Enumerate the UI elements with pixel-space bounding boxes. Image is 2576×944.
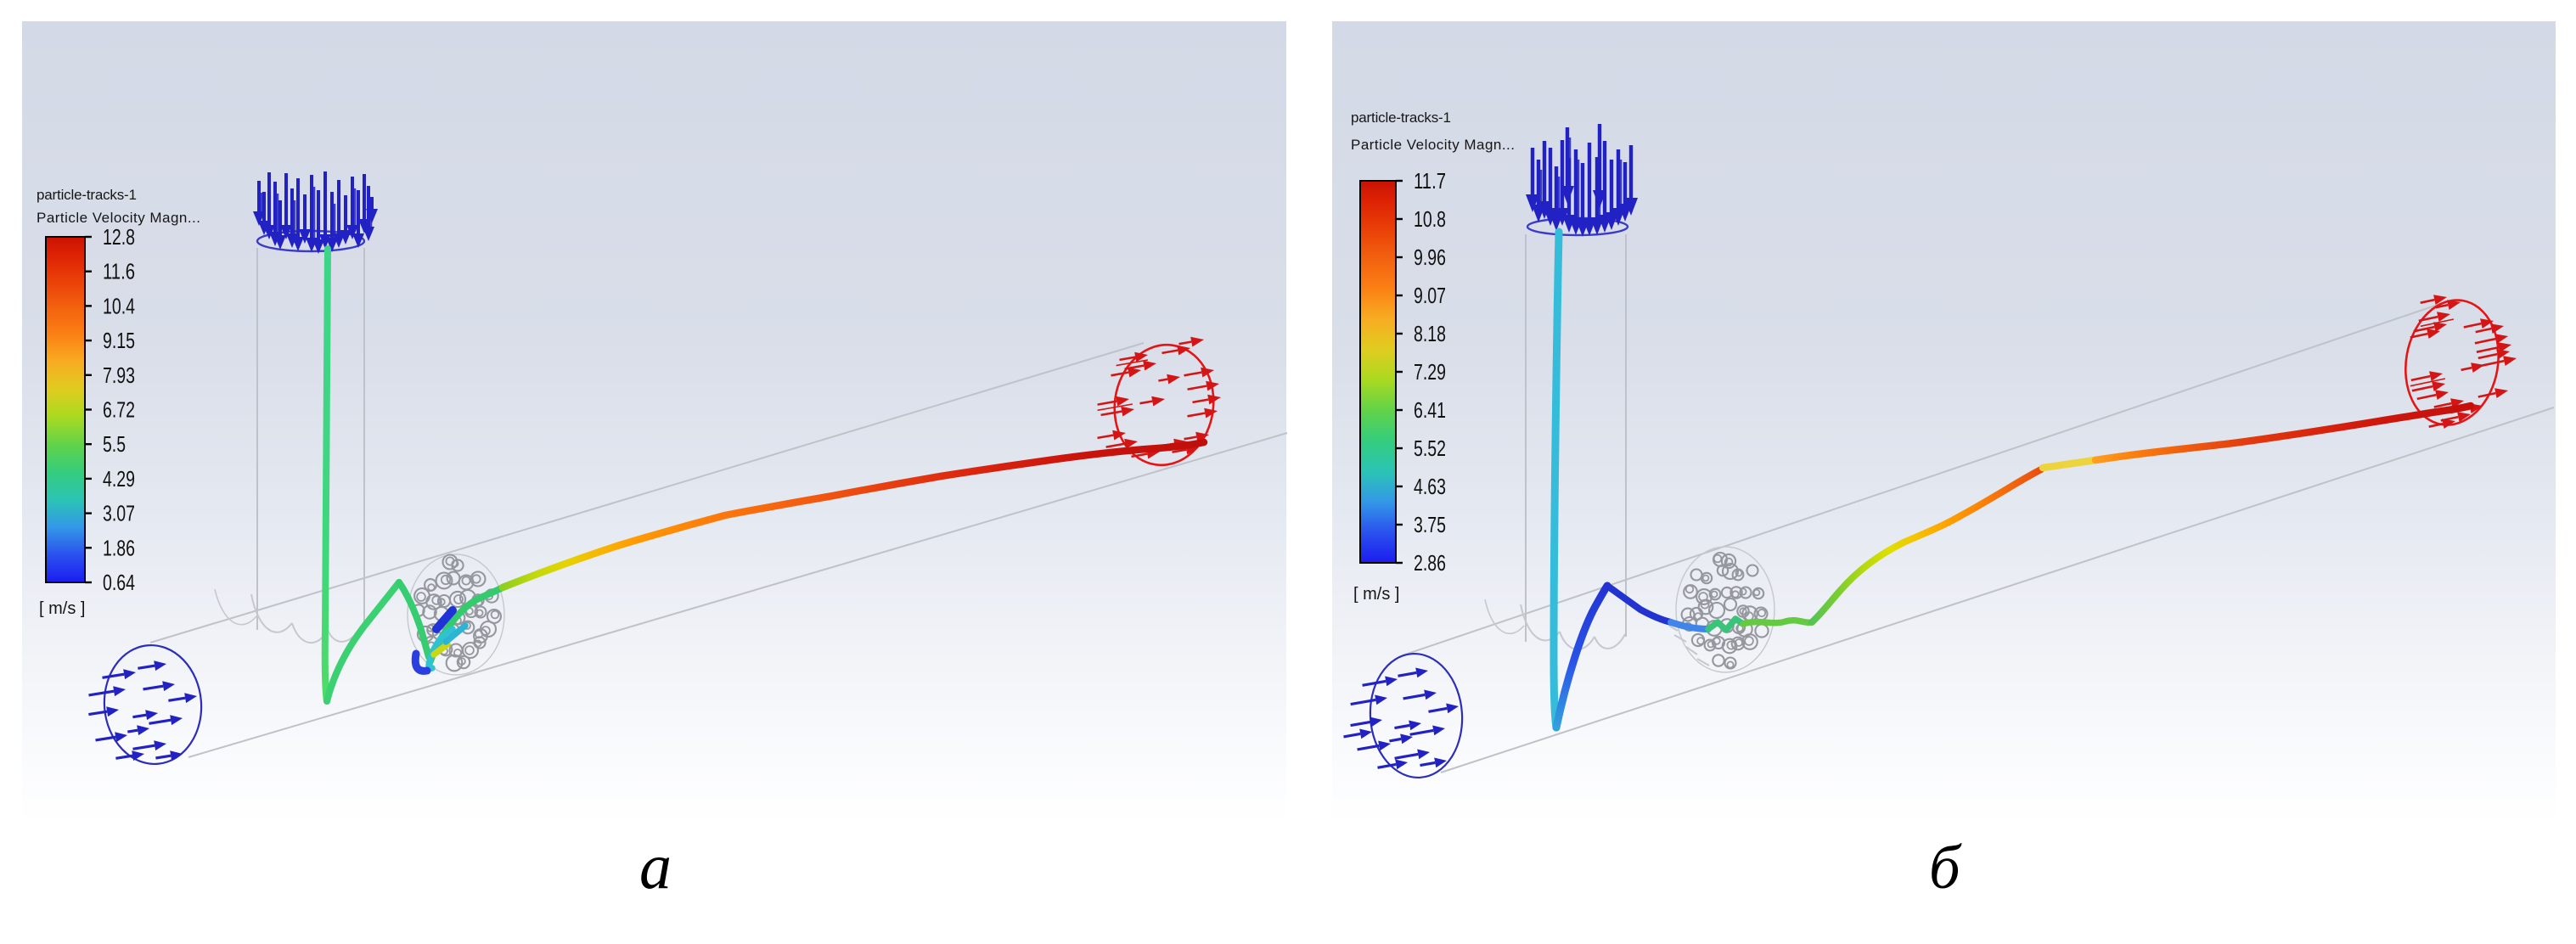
svg-text:10.4: 10.4 — [103, 293, 135, 318]
svg-text:3.07: 3.07 — [103, 501, 135, 526]
svg-text:6.72: 6.72 — [103, 397, 135, 423]
svg-text:1.86: 1.86 — [103, 535, 135, 560]
svg-text:particle-tracks-1: particle-tracks-1 — [37, 187, 137, 203]
svg-text:[ m/s ]: [ m/s ] — [1353, 585, 1399, 604]
svg-text:10.8: 10.8 — [1414, 206, 1446, 232]
svg-text:9.15: 9.15 — [103, 328, 135, 353]
svg-text:Particle Velocity Magn...: Particle Velocity Magn... — [37, 210, 200, 226]
svg-text:2.86: 2.86 — [1414, 550, 1446, 576]
svg-text:9.96: 9.96 — [1414, 244, 1446, 270]
svg-text:б: б — [1929, 833, 1962, 902]
svg-text:11.7: 11.7 — [1414, 168, 1446, 194]
svg-text:7.93: 7.93 — [103, 362, 135, 388]
svg-text:6.41: 6.41 — [1414, 397, 1446, 423]
svg-text:7.29: 7.29 — [1414, 359, 1446, 385]
svg-text:11.6: 11.6 — [103, 259, 135, 284]
svg-text:[ m/s ]: [ m/s ] — [39, 599, 85, 618]
svg-text:5.5: 5.5 — [103, 431, 126, 457]
svg-text:0.64: 0.64 — [103, 570, 135, 595]
svg-text:4.29: 4.29 — [103, 466, 135, 492]
svg-text:a: a — [639, 831, 672, 902]
svg-text:4.63: 4.63 — [1414, 474, 1446, 499]
svg-text:Particle Velocity Magn...: Particle Velocity Magn... — [1351, 137, 1515, 153]
svg-text:3.75: 3.75 — [1414, 512, 1446, 537]
svg-text:particle-tracks-1: particle-tracks-1 — [1351, 110, 1451, 126]
svg-text:5.52: 5.52 — [1414, 435, 1446, 461]
svg-text:8.18: 8.18 — [1414, 321, 1446, 346]
svg-text:12.8: 12.8 — [103, 224, 135, 250]
svg-text:9.07: 9.07 — [1414, 283, 1446, 308]
